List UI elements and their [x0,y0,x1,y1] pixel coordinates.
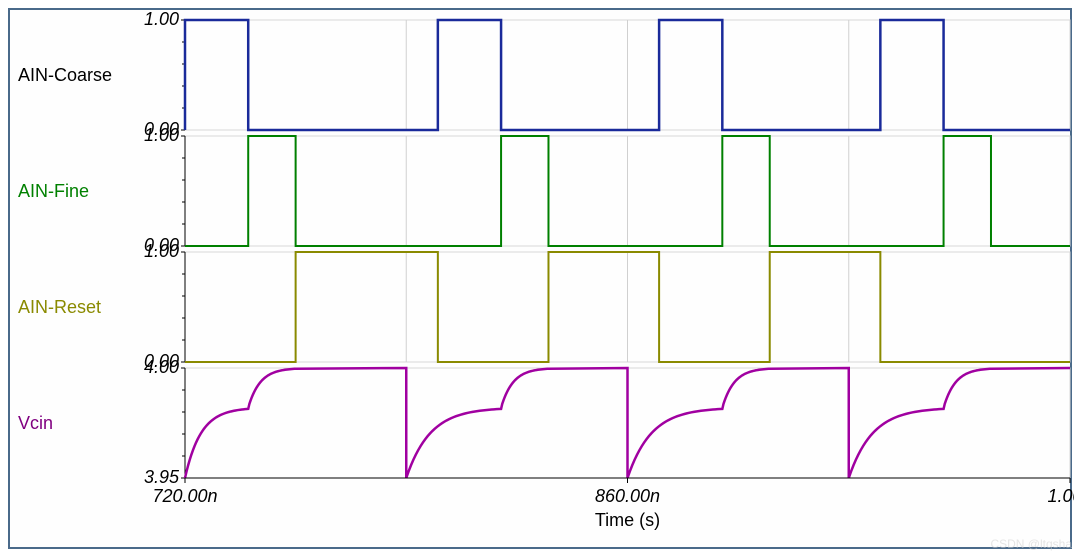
svg-text:1.00: 1.00 [144,125,179,145]
svg-text:860.00n: 860.00n [595,486,660,506]
svg-text:1.00: 1.00 [144,241,179,261]
svg-text:1.00: 1.00 [144,10,179,29]
svg-text:3.95: 3.95 [144,467,180,487]
plot-area: 0.001.000.001.000.001.003.954.00720.00n8… [130,10,1070,547]
x-axis-label: Time (s) [595,510,660,530]
svg-text:1.00u: 1.00u [1047,486,1074,506]
panel-label-vcin: Vcin [18,413,53,434]
label-column: AIN-Coarse AIN-Fine AIN-Reset Vcin [10,10,130,547]
panel-label-ain-reset: AIN-Reset [18,297,101,318]
panel-label-ain-coarse: AIN-Coarse [18,65,112,86]
svg-text:720.00n: 720.00n [152,486,217,506]
plot-svg: 0.001.000.001.000.001.003.954.00720.00n8… [130,10,1074,551]
panel-label-ain-fine: AIN-Fine [18,181,89,202]
watermark: CSDN @ltqsha [990,537,1072,551]
chart-frame: AIN-CoarseAIN-FineAIN-ResetVcin 0.001.00… [8,8,1072,549]
svg-text:4.00: 4.00 [144,357,179,377]
